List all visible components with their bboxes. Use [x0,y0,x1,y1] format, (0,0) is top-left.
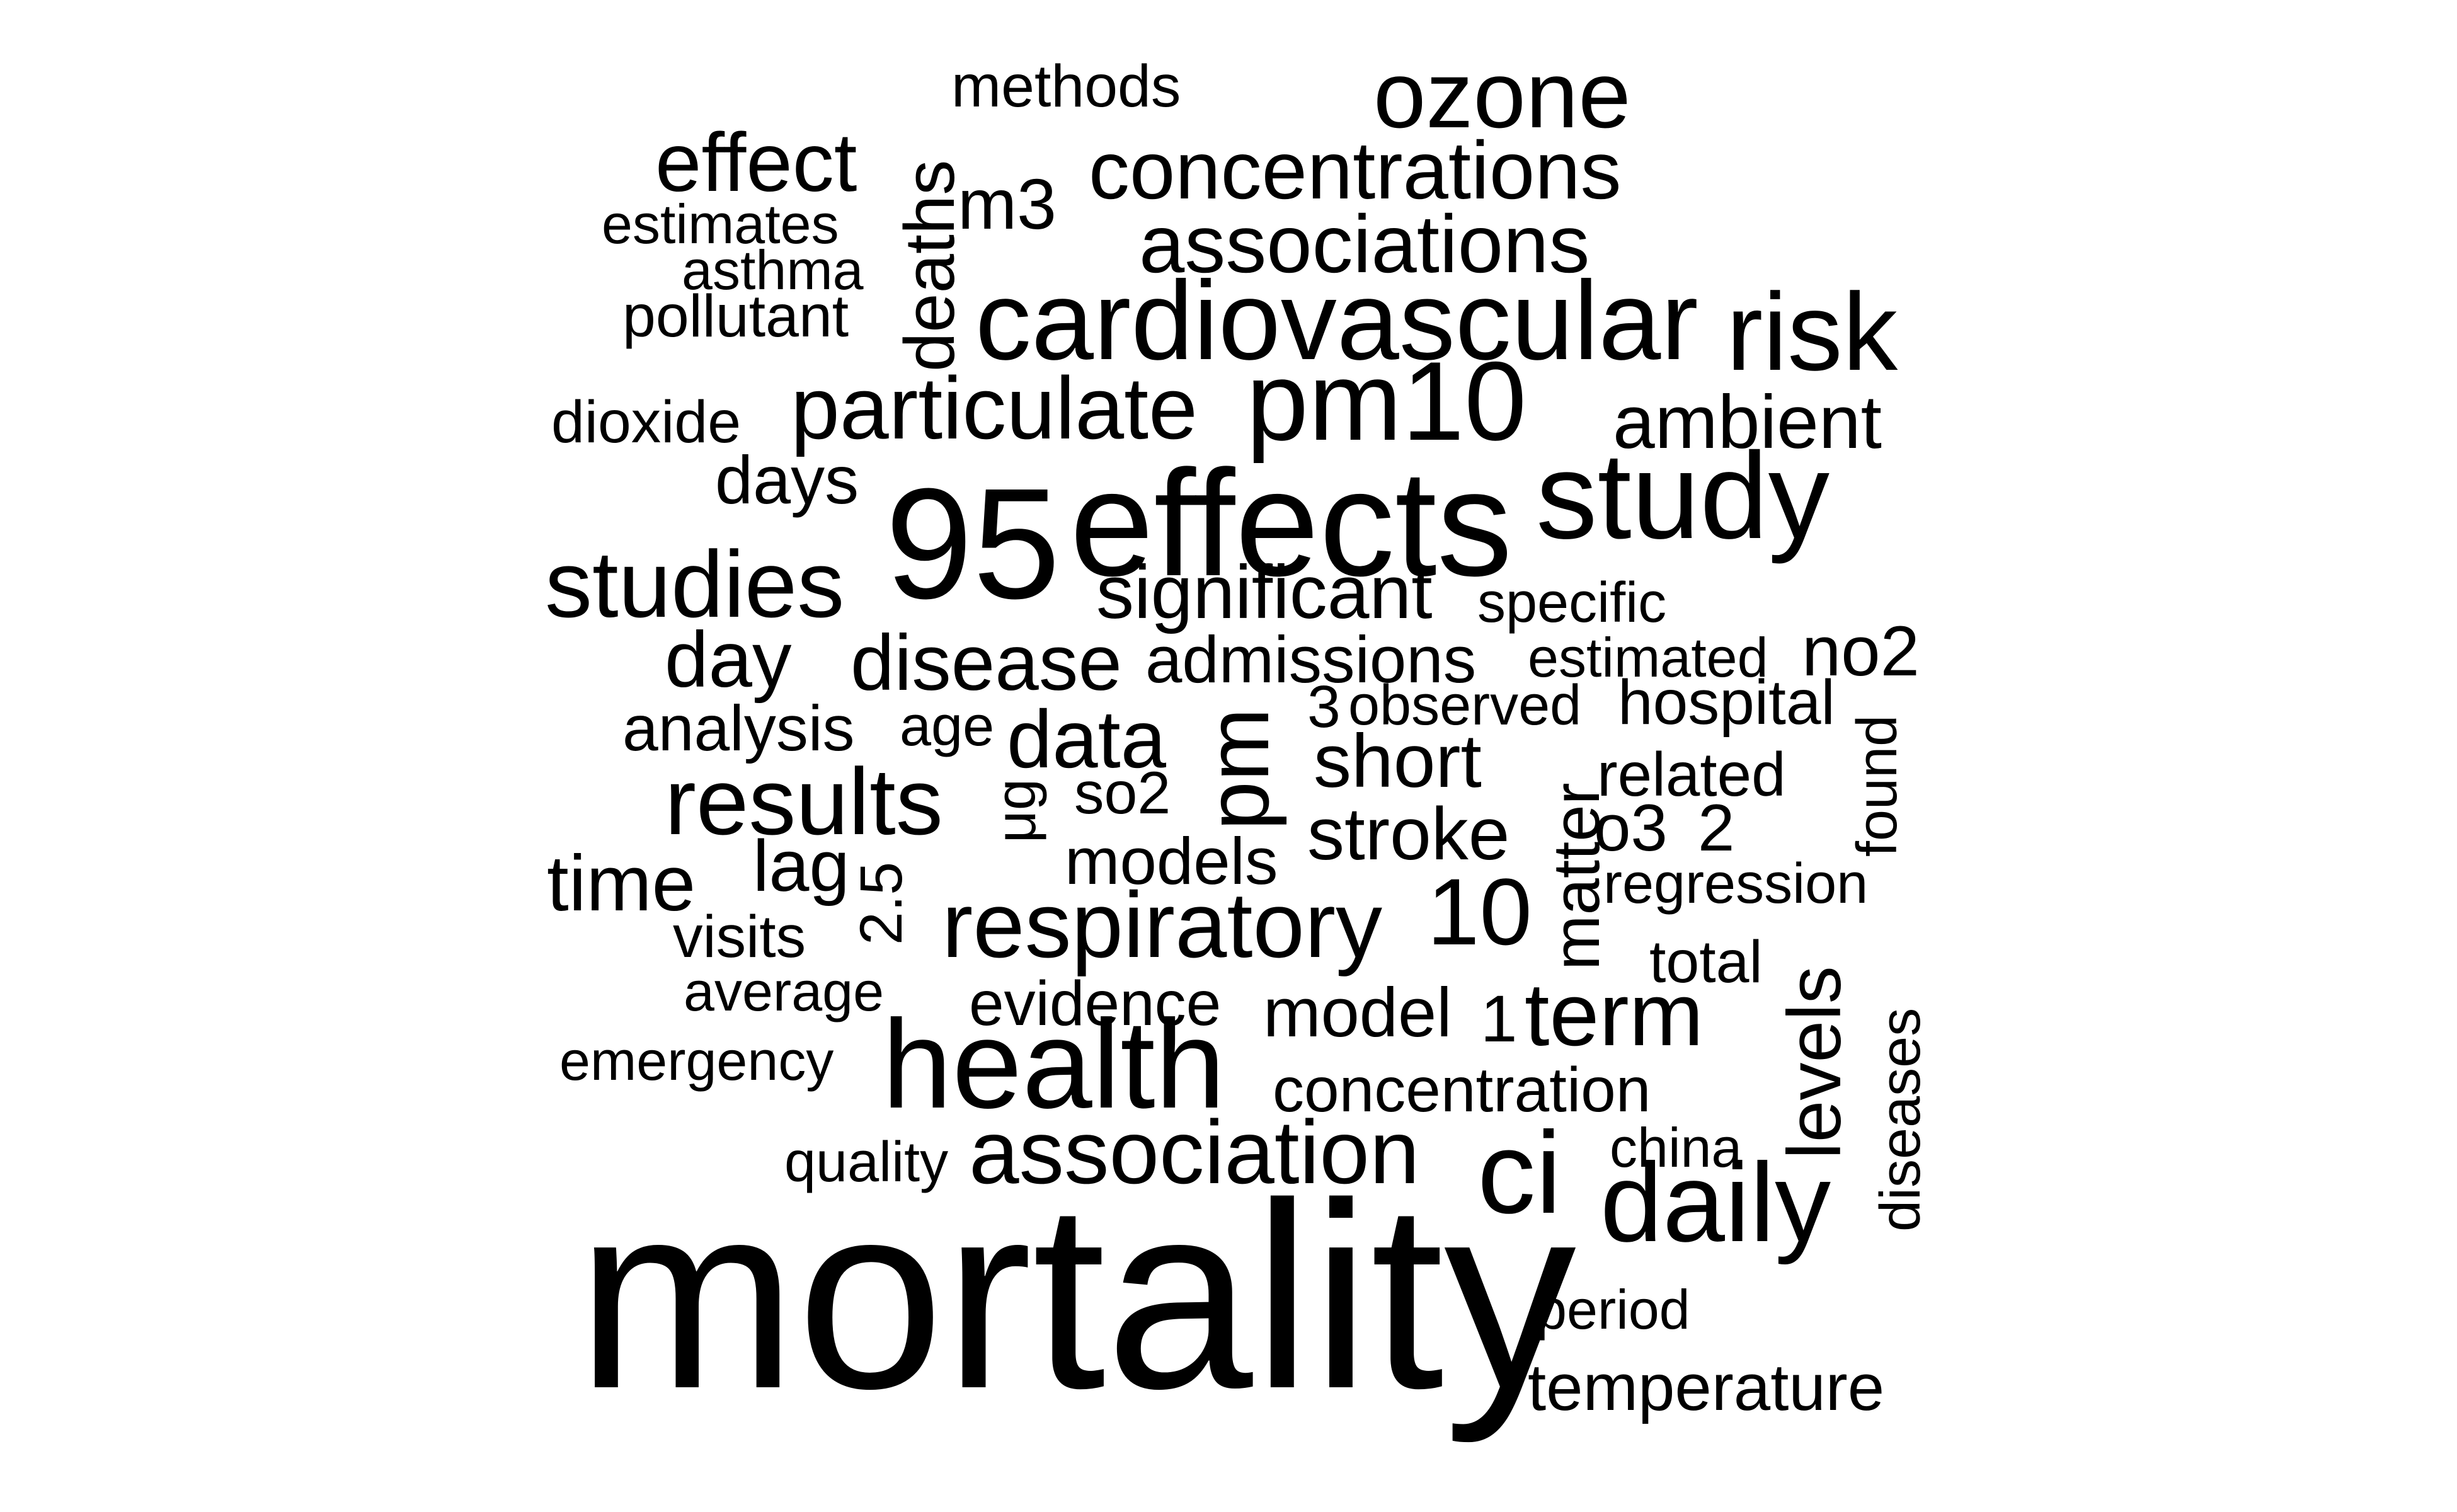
word-asthma: asthma [682,239,864,301]
word-deaths: deaths [890,159,969,372]
word-levels: levels [1772,966,1857,1159]
word-models: models [1065,825,1278,898]
word-so2: so2 [1074,760,1171,827]
word-risk: risk [1726,271,1898,394]
word-studies: studies [545,531,845,637]
word-emergency: emergency [559,1029,834,1092]
word-10: 10 [1427,859,1532,965]
word-pm10: pm10 [1246,338,1527,464]
word-regression: regression [1603,852,1869,915]
word-days: days [715,442,859,518]
word-95: 95 [885,455,1061,631]
word-mortality: mortality [576,1148,1576,1444]
word-m3: m3 [958,164,1057,244]
word-concentration: concentration [1273,1055,1651,1125]
word-association: association [969,1102,1420,1203]
word-3: 3 [1307,673,1341,740]
word-age: age [900,695,995,758]
word-short: short [1314,719,1482,803]
word-period: period [1536,1278,1690,1341]
word-health: health [882,994,1225,1135]
word-results: results [665,748,943,854]
word-disease: disease [850,619,1122,707]
word-matter: matter [1540,782,1613,970]
word-quality: quality [784,1131,949,1194]
word-stroke: stroke [1307,793,1510,876]
word-observed: observed [1348,674,1582,737]
word-model: model [1263,974,1452,1051]
word-china: china [1610,1116,1743,1179]
word-hospital: hospital [1618,667,1835,738]
word-term: term [1525,965,1704,1065]
word-admissions: admissions [1145,623,1477,697]
word-concentrations: concentrations [1089,124,1622,216]
word-ozone: ozone [1373,42,1631,147]
word-associations: associations [1139,198,1590,290]
word-average: average [684,960,885,1022]
word-dioxide: dioxide [551,389,742,455]
word-methods: methods [951,53,1181,120]
word-effects: effects [1070,438,1513,607]
word-effect: effect [655,116,857,209]
word-evidence: evidence [969,968,1222,1039]
word-no2: no2 [1802,612,1920,690]
word-data: data [1007,693,1167,785]
word-o3: o3 [1594,791,1668,865]
word-day: day [665,616,792,704]
word-2: 2 [1698,791,1735,865]
word-ug: μg [985,779,1048,843]
word-daily: daily [1600,1140,1831,1265]
word-cardiovascular: cardiovascular [975,258,1698,383]
word-particulate: particulate [791,358,1198,457]
word-ambient: ambient [1613,380,1882,464]
word-pollutant: pollutant [622,283,849,350]
word-analysis: analysis [622,692,855,764]
word-time: time [547,840,696,927]
word-total: total [1649,929,1763,995]
word-2-5: 2.5 [848,861,915,945]
word-significant: significant [1096,550,1433,634]
word-pm: pm [1188,707,1287,830]
word-respiratory: respiratory [942,873,1383,977]
word-temperature: temperature [1528,1351,1885,1424]
word-related: related [1597,740,1786,809]
word-estimated: estimated [1528,626,1768,689]
word-1: 1 [1480,982,1518,1056]
word-visits: visits [673,903,806,970]
word-estimates: estimates [602,193,839,255]
word-diseases: diseases [1869,1007,1932,1232]
word-study: study [1536,427,1830,564]
word-specific: specific [1477,571,1667,634]
word-ci: ci [1477,1108,1562,1238]
word-lag: lag [753,826,850,907]
word-found: found [1846,714,1909,857]
